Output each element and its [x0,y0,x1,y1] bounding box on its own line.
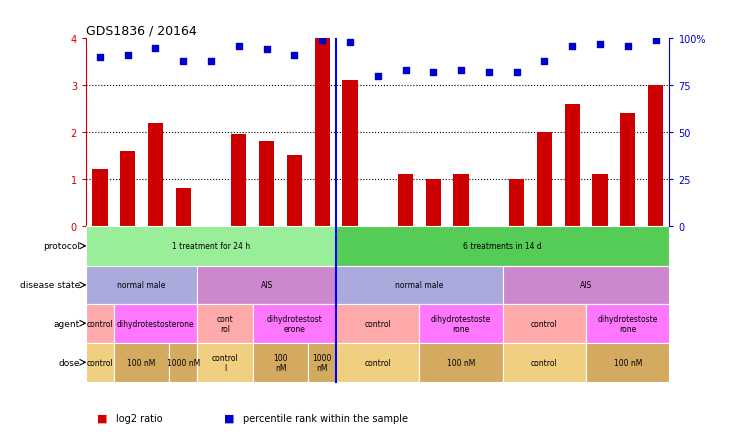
Text: agent: agent [54,319,80,328]
Bar [503,343,586,382]
Bar [343,81,358,226]
Bar [592,174,607,226]
Text: 6 treatments in 14 d: 6 treatments in 14 d [464,242,542,251]
Bar [620,114,636,226]
Bar [453,174,469,226]
Bar [648,86,663,226]
Text: control: control [364,358,391,367]
Bar [286,156,302,226]
Bar [86,343,114,382]
Bar [231,135,247,226]
Bar [503,266,669,304]
Text: control: control [364,319,391,328]
Text: normal male: normal male [395,281,444,290]
Bar [86,226,336,266]
Point [566,43,578,50]
Text: log2 ratio: log2 ratio [116,413,162,423]
Text: cont
rol: cont rol [217,314,233,333]
Text: disease state: disease state [19,281,80,290]
Point [594,41,606,48]
Point [483,69,495,76]
Text: ■: ■ [224,413,235,423]
Bar [398,174,413,226]
Text: AIS: AIS [580,281,592,290]
Bar [420,343,503,382]
Point [94,54,106,61]
Text: 1000
nM: 1000 nM [313,353,332,372]
Bar [176,189,191,226]
Bar [586,304,669,343]
Point [233,43,245,50]
Bar [420,304,503,343]
Text: control
l: control l [212,353,239,372]
Text: control: control [531,319,558,328]
Bar [120,151,135,226]
Point [150,45,162,52]
Bar [336,343,420,382]
Bar [253,343,308,382]
Point [372,73,384,80]
Bar [336,226,669,266]
Text: 100
nM: 100 nM [273,353,288,372]
Text: normal male: normal male [117,281,166,290]
Point [344,39,356,46]
Bar [503,304,586,343]
Text: dihydrotestoste
rone: dihydrotestoste rone [431,314,491,333]
Text: 1000 nM: 1000 nM [167,358,200,367]
Bar [336,266,503,304]
Point [177,58,189,65]
Point [122,53,134,59]
Bar [148,123,163,226]
Point [316,37,328,44]
Bar [197,304,253,343]
Text: 100 nM: 100 nM [613,358,642,367]
Bar [86,266,197,304]
Bar [509,179,524,226]
Bar [336,304,420,343]
Text: control: control [531,358,558,367]
Point [205,58,217,65]
Bar [253,304,336,343]
Point [289,53,301,59]
Text: percentile rank within the sample: percentile rank within the sample [243,413,408,423]
Text: dihydrotestoste
rone: dihydrotestoste rone [598,314,658,333]
Text: 100 nM: 100 nM [127,358,156,367]
Text: dihydrotestosterone: dihydrotestosterone [117,319,194,328]
Bar [314,39,330,226]
Text: GDS1836 / 20164: GDS1836 / 20164 [86,25,197,38]
Bar [586,343,669,382]
Point [622,43,634,50]
Bar [537,132,552,226]
Text: control: control [87,358,113,367]
Bar [308,343,336,382]
Point [427,69,439,76]
Point [455,67,467,74]
Point [260,47,272,54]
Text: dihydrotestost
erone: dihydrotestost erone [266,314,322,333]
Bar [92,170,108,226]
Bar [565,105,580,226]
Point [399,67,411,74]
Text: ■: ■ [97,413,108,423]
Bar [114,304,197,343]
Bar [197,266,336,304]
Bar [197,343,253,382]
Text: AIS: AIS [260,281,273,290]
Bar [114,343,169,382]
Point [539,58,551,65]
Text: protocol: protocol [43,242,80,251]
Bar [169,343,197,382]
Bar [86,304,114,343]
Point [511,69,523,76]
Text: control: control [87,319,113,328]
Text: 100 nM: 100 nM [447,358,475,367]
Point [649,37,661,44]
Bar [259,142,275,226]
Bar [426,179,441,226]
Text: dose: dose [58,358,80,367]
Text: 1 treatment for 24 h: 1 treatment for 24 h [172,242,250,251]
